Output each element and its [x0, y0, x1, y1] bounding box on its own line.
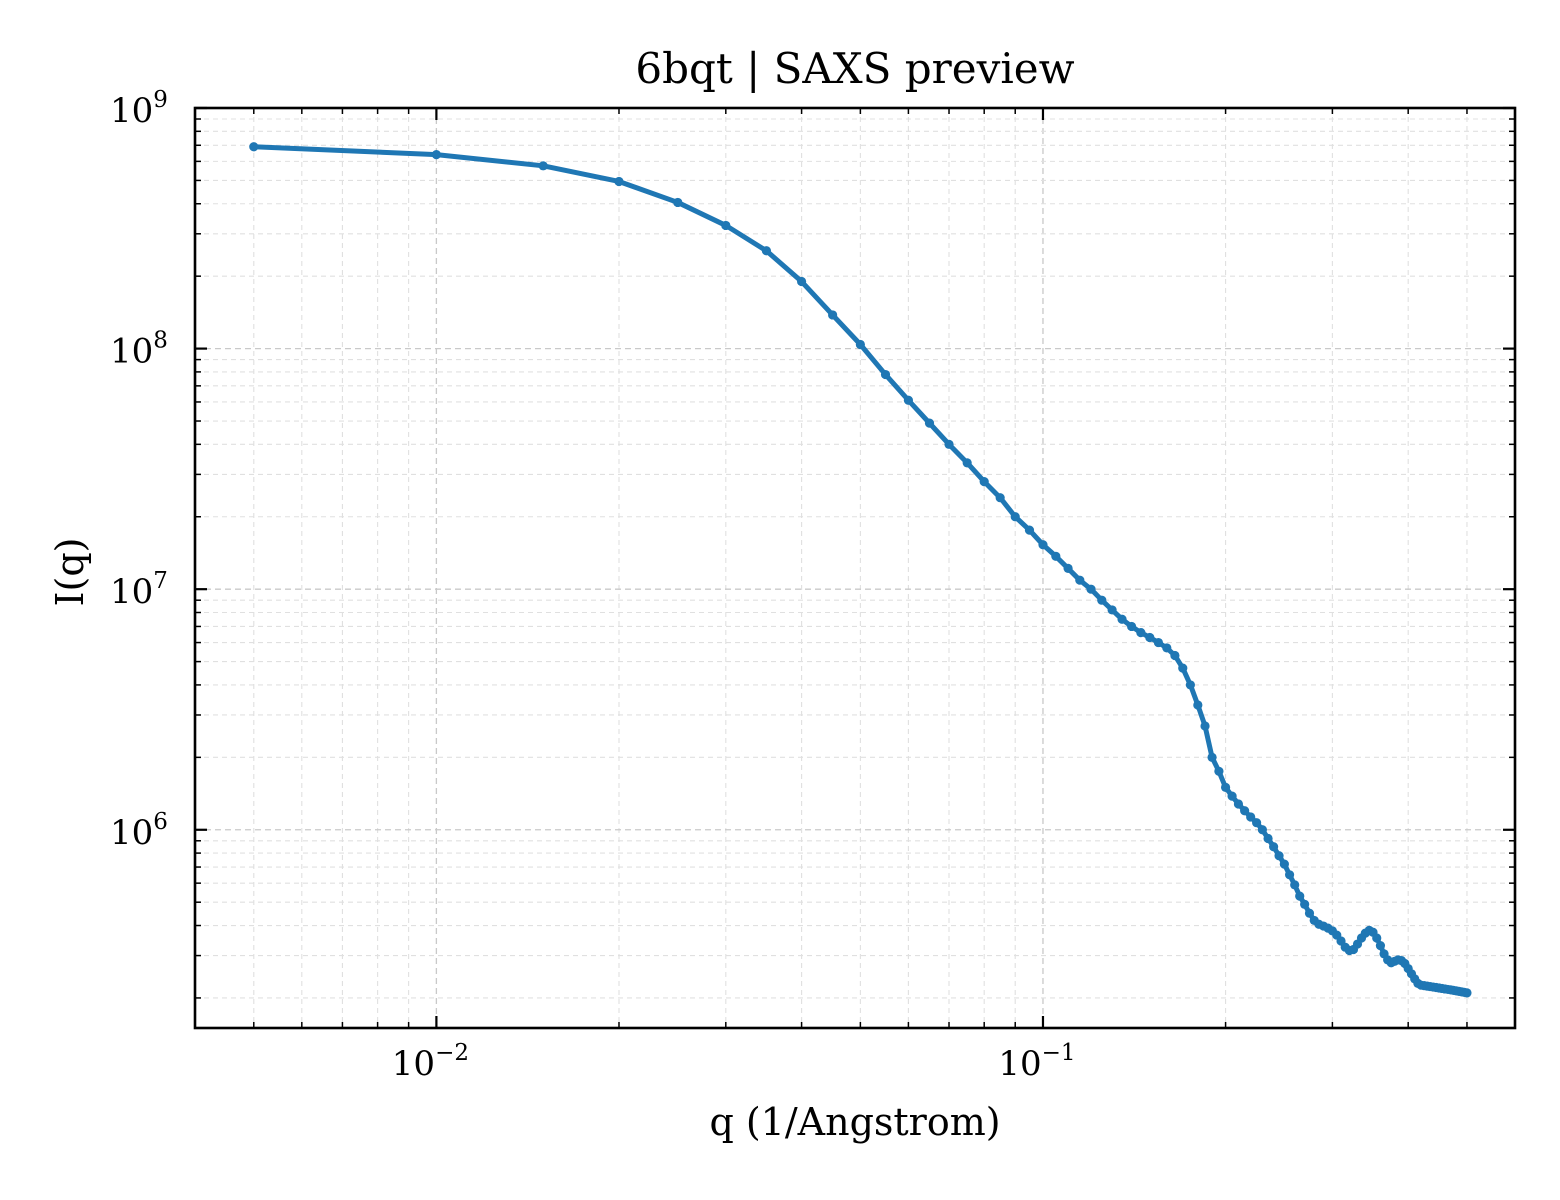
data-point [1010, 512, 1020, 522]
data-point [1214, 766, 1224, 776]
data-point [538, 161, 548, 171]
y-tick-label: 109 [110, 87, 168, 131]
data-point [1107, 605, 1117, 615]
data-point [855, 339, 865, 350]
x-axis-label: q (1/Angstrom) [709, 1100, 1000, 1144]
data-point [1063, 563, 1073, 574]
data-point [1295, 891, 1305, 901]
plot-frame [193, 106, 1517, 1030]
data-point [1153, 637, 1164, 648]
data-point [1274, 851, 1284, 861]
data-point [1038, 540, 1048, 550]
data-point [1227, 791, 1237, 801]
data-point [1178, 663, 1188, 673]
data-point [1200, 721, 1210, 731]
data-point [1246, 812, 1256, 822]
chart-series-layer [249, 142, 1472, 998]
data-point [1075, 575, 1085, 585]
data-point [1136, 628, 1146, 638]
data-point [1257, 825, 1267, 835]
data-point [1185, 680, 1195, 690]
data-point [1252, 818, 1262, 828]
data-point [1290, 880, 1300, 890]
chart-title: 6bqt | SAXS preview [635, 44, 1074, 93]
data-point [673, 197, 683, 208]
data-point [614, 176, 624, 187]
data-point [1170, 650, 1180, 661]
data-point [1162, 643, 1172, 653]
data-point [1375, 941, 1386, 951]
y-axis-label: I(q) [48, 538, 92, 607]
data-point [249, 142, 259, 152]
y-tick-label: 107 [110, 568, 168, 612]
chart-ticks: 10−2 10−1 106 107 108 109 [110, 87, 1515, 1084]
x-tick-label: 10−2 [392, 1040, 469, 1084]
data-point [944, 439, 954, 449]
data-point [1284, 870, 1295, 880]
data-point [1051, 551, 1061, 561]
data-point [1024, 525, 1035, 535]
data-point [979, 477, 989, 487]
data-point [1207, 752, 1217, 762]
data-point [761, 246, 772, 256]
data-point [1117, 614, 1127, 624]
data-point [1233, 799, 1244, 809]
data-point [903, 395, 914, 405]
data-point [1263, 833, 1273, 844]
y-tick-label: 108 [110, 328, 168, 372]
data-point [1300, 899, 1310, 909]
data-point [924, 418, 935, 428]
chart-grid [194, 107, 1515, 1028]
data-point [1086, 584, 1096, 594]
data-point [1193, 700, 1203, 710]
data-point [1240, 806, 1250, 816]
data-point [1220, 782, 1231, 793]
x-tick-label: 10−1 [998, 1040, 1075, 1084]
data-point [1372, 933, 1382, 943]
data-point [828, 310, 838, 320]
data-point [721, 220, 731, 231]
data-point [796, 276, 807, 287]
data-point [962, 458, 972, 468]
data-point [880, 369, 891, 380]
y-tick-label: 106 [110, 809, 168, 853]
data-point [1304, 908, 1315, 918]
data-point [1127, 621, 1137, 632]
data-point [1097, 595, 1107, 605]
data-point [1279, 859, 1289, 869]
data-point [431, 150, 441, 160]
data-point [1269, 842, 1279, 852]
data-point [1462, 988, 1472, 998]
data-point [1145, 632, 1155, 643]
data-point [995, 493, 1005, 503]
